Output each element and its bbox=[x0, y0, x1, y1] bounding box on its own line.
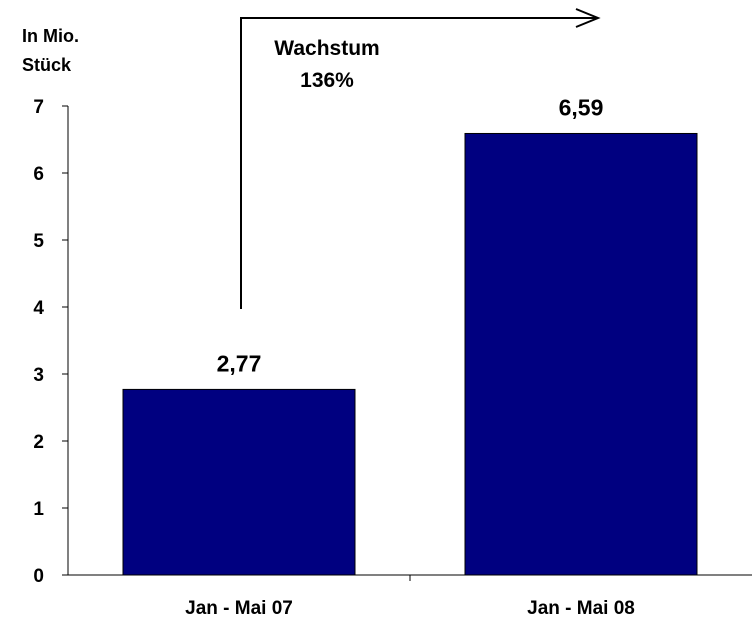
bar bbox=[122, 388, 356, 576]
y-tick-label: 3 bbox=[33, 365, 44, 386]
y-axis-unit-line-1: In Mio. bbox=[22, 26, 79, 46]
bar bbox=[464, 132, 698, 576]
y-tick-label: 2 bbox=[33, 432, 44, 453]
growth-arrow-head bbox=[575, 8, 601, 28]
y-axis-unit-line-2: Stück bbox=[22, 55, 72, 75]
bars bbox=[122, 132, 698, 576]
y-tick-label: 0 bbox=[33, 566, 44, 587]
growth-annotation-line-2: 136% bbox=[300, 69, 354, 92]
data-label: 2,77 bbox=[217, 350, 262, 376]
data-label: 6,59 bbox=[559, 94, 604, 120]
x-category-label: Jan - Mai 07 bbox=[185, 598, 293, 619]
growth-annotation-line-1: Wachstum bbox=[274, 37, 379, 60]
y-tick-label: 5 bbox=[33, 231, 44, 252]
y-tick-label: 6 bbox=[33, 164, 44, 185]
y-tick-label: 1 bbox=[33, 499, 44, 520]
growth-annotation: Wachstum 136% bbox=[240, 8, 601, 309]
x-category-label: Jan - Mai 08 bbox=[527, 598, 635, 619]
labels: 2,77 Jan - Mai 07 6,59 Jan - Mai 08 bbox=[185, 94, 635, 619]
y-tick-label: 4 bbox=[33, 298, 44, 319]
growth-arrow-line bbox=[240, 17, 598, 309]
y-tick-label: 7 bbox=[33, 97, 44, 118]
